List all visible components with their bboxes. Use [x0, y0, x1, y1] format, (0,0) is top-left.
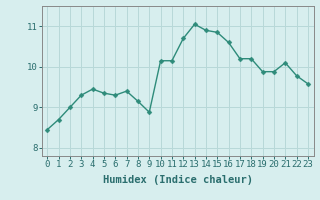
X-axis label: Humidex (Indice chaleur): Humidex (Indice chaleur) — [103, 175, 252, 185]
